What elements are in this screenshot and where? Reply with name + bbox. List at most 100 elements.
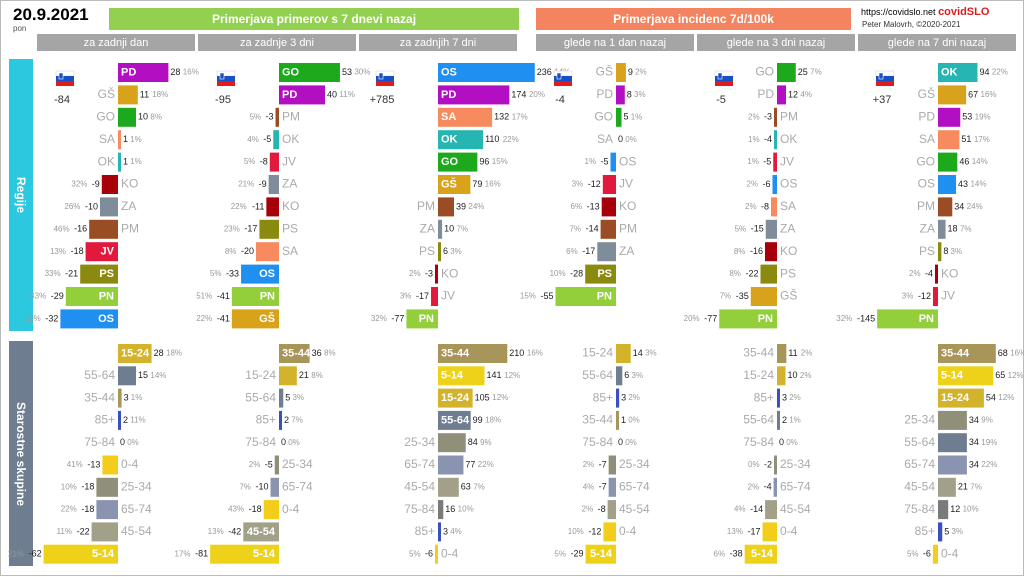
pct-label: 0% — [786, 438, 798, 447]
value-label: -55 — [540, 291, 553, 301]
category-label: 25-34 — [282, 457, 313, 471]
value-label: -14 — [586, 224, 599, 234]
day-of-week: pon — [13, 24, 27, 33]
chart-panel-7 — [43, 344, 152, 564]
value-label: 5 — [944, 526, 949, 536]
bar-label: PN — [260, 290, 275, 302]
col-header-1: za zadnji dan — [37, 34, 195, 51]
category-label: GŠ — [98, 86, 115, 101]
pct-label: 8% — [225, 247, 237, 256]
pct-label: 16% — [981, 90, 997, 99]
bar-label: PN — [99, 290, 114, 302]
pct-label: 0% — [288, 438, 300, 447]
category-label: PS — [919, 244, 935, 258]
pct-label: 22% — [61, 505, 77, 514]
pct-label: 3% — [632, 371, 644, 380]
category-label: 25-34 — [904, 413, 935, 427]
category-label: SA — [780, 199, 796, 213]
bar — [597, 242, 616, 262]
category-label: 25-34 — [780, 457, 811, 471]
bar — [438, 500, 444, 520]
value-label: 28 — [154, 348, 164, 358]
value-label: 9 — [628, 67, 633, 77]
bar — [256, 242, 279, 262]
pct-label: 4% — [800, 90, 812, 99]
bar — [231, 309, 279, 329]
category-label: PM — [780, 109, 798, 123]
value-label: -18 — [81, 482, 94, 492]
pct-label: 7% — [239, 482, 251, 491]
category-label: KO — [780, 244, 797, 258]
pct-label: 5% — [735, 224, 747, 233]
value-label: 11 — [788, 348, 797, 358]
category-label: 0-4 — [121, 457, 139, 471]
slovenia-flag-icon — [714, 70, 734, 86]
bar — [274, 455, 279, 475]
bar-label: PD — [282, 89, 297, 101]
bar — [938, 366, 994, 386]
pct-label: 7% — [569, 224, 581, 233]
bar — [938, 175, 957, 194]
bar — [774, 107, 777, 127]
category-label: 75-84 — [84, 435, 115, 449]
pct-label: 12% — [504, 371, 520, 380]
bar — [771, 197, 777, 217]
source-url: https://covidslo.net covidSLO — [861, 6, 990, 18]
pct-label: 33% — [45, 269, 61, 278]
bar — [777, 366, 786, 386]
value-label: -22 — [77, 526, 90, 536]
category-label: 65-74 — [121, 502, 152, 516]
value-label: -21 — [65, 268, 78, 278]
pct-label: 3% — [400, 292, 412, 301]
chart-panel-6 — [877, 63, 978, 329]
value-label: 54 — [986, 392, 996, 402]
value-label: -32 — [45, 313, 58, 323]
value-label: -3 — [266, 112, 274, 122]
category-label: 85+ — [256, 413, 276, 427]
pct-label: 10% — [550, 269, 566, 278]
category-label: SA — [282, 244, 298, 258]
bar — [85, 242, 118, 262]
pct-label: 2% — [583, 460, 595, 469]
value-label: 34 — [969, 459, 979, 469]
bar — [762, 522, 777, 542]
category-label: ZA — [619, 244, 634, 258]
value-label: -13 — [87, 459, 100, 469]
category-label: PM — [619, 221, 637, 235]
col-header-2: za zadnje 3 dni — [198, 34, 356, 51]
bar — [118, 152, 121, 172]
col-header-5: glede na 3 dni nazaj — [697, 34, 855, 51]
bar — [938, 197, 953, 217]
pct-label: 13% — [727, 527, 743, 536]
bar — [938, 63, 978, 82]
pct-label: 8% — [729, 269, 741, 278]
value-label: 0 — [618, 437, 623, 447]
bar — [607, 500, 616, 520]
value-label: -3 — [425, 268, 433, 278]
slovenia-flag-icon — [216, 70, 236, 86]
pct-label: 20% — [684, 314, 700, 323]
bar — [765, 500, 777, 520]
bar — [765, 219, 777, 239]
pct-label: 3% — [292, 393, 304, 402]
category-label: 55-64 — [84, 368, 115, 382]
bar — [89, 219, 118, 239]
value-label: 10 — [138, 112, 148, 122]
category-label: 0-4 — [282, 502, 300, 516]
category-label: 35-44 — [743, 346, 774, 360]
value-label: 1 — [123, 134, 128, 144]
value-label: 3 — [124, 392, 129, 402]
pct-label: 8% — [324, 349, 336, 358]
value-label: 5 — [624, 112, 629, 122]
value-label: -77 — [391, 313, 404, 323]
pct-label: 22% — [981, 460, 997, 469]
value-label: 94 — [979, 67, 989, 77]
pct-label: 24% — [967, 202, 983, 211]
chart-panel-3 — [406, 63, 535, 329]
value-label: -38 — [730, 549, 743, 559]
value-label: 0 — [120, 437, 125, 447]
bar — [772, 175, 777, 194]
value-label: -6 — [425, 549, 433, 559]
section-title-comparison: Primerjava primerov s 7 dnevi nazaj — [109, 8, 519, 30]
